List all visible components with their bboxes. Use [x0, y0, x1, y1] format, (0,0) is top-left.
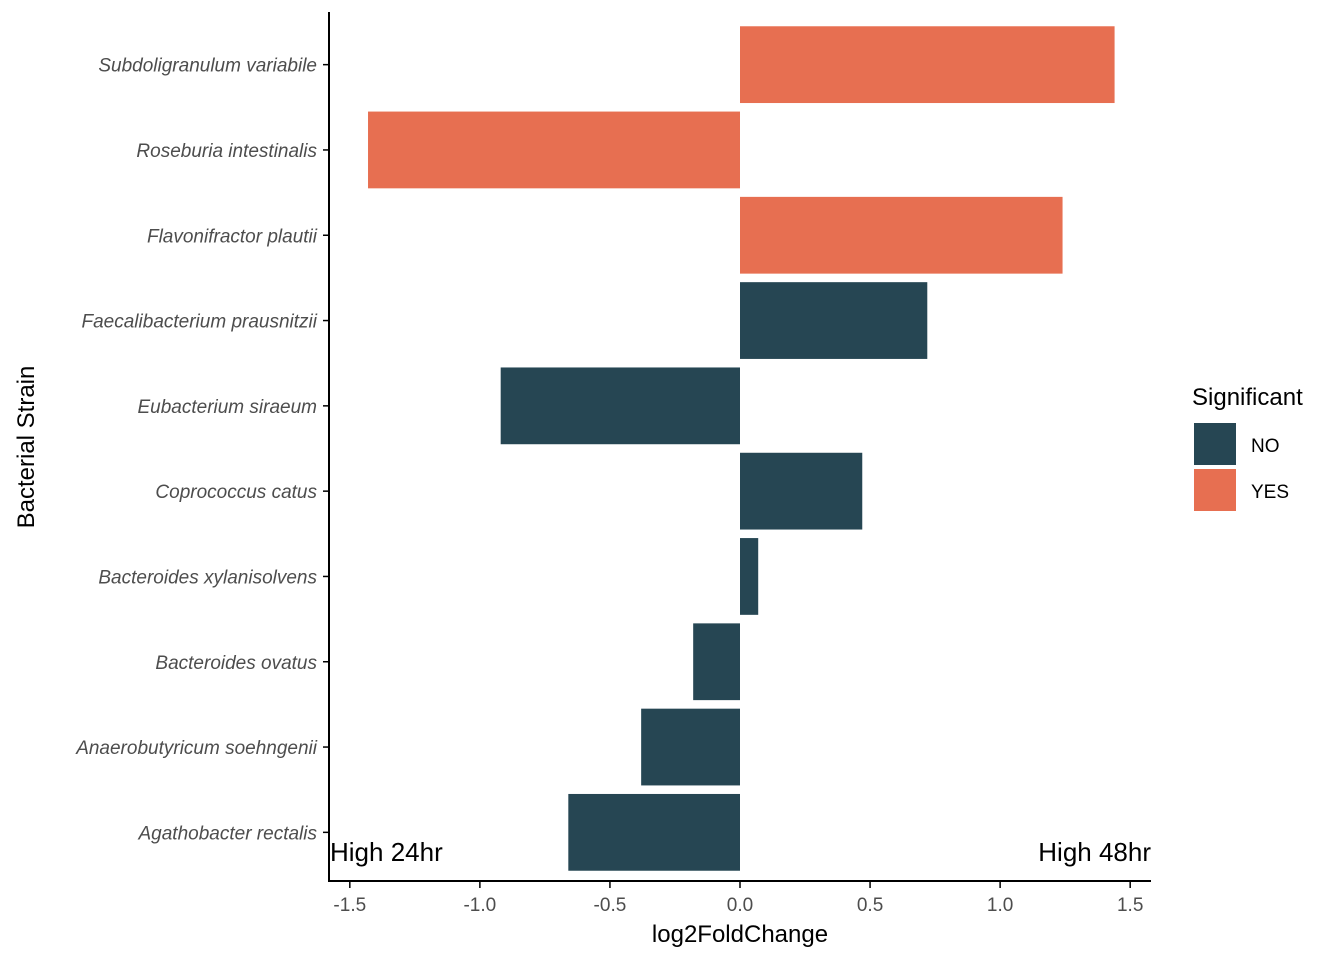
- bar-agathobacter-rectalis: [568, 793, 740, 871]
- bar-bacteroides-xylanisolvens: [740, 538, 759, 615]
- annotation-left: High 24hr: [330, 837, 443, 867]
- y-tick-label: Subdoligranulum variabile: [98, 56, 317, 77]
- x-tick-label: 1.5: [1117, 895, 1143, 916]
- x-tick-label: 0.5: [857, 895, 883, 916]
- y-tick-label: Bacteroides xylanisolvens: [98, 567, 317, 588]
- annotation-right: High 48hr: [1038, 837, 1151, 867]
- bar-coprococcus-catus: [740, 452, 863, 530]
- x-tick-label: -1.5: [333, 895, 366, 916]
- bar-eubacterium-siraeum: [500, 367, 740, 445]
- x-axis-title: log2FoldChange: [652, 921, 828, 948]
- y-tick-label: Flavonifractor plautii: [147, 226, 318, 247]
- y-axis-title: Bacterial Strain: [13, 366, 40, 529]
- y-tick-labels: Subdoligranulum variabile Roseburia intes…: [75, 56, 329, 844]
- legend-label-yes: YES: [1251, 482, 1289, 503]
- legend: Significant NO YES: [1192, 384, 1303, 511]
- bar-faecalibacterium-prausnitzii: [740, 282, 928, 359]
- y-tick-label: Eubacterium siraeum: [137, 397, 317, 418]
- x-tick-label: -0.5: [594, 895, 627, 916]
- x-ticks: -1.5 -1.0 -0.5 0.0 0.5 1.0 1.5: [333, 882, 1143, 916]
- x-tick-label: -1.0: [463, 895, 496, 916]
- y-tick-label: Faecalibacterium prausnitzii: [82, 312, 318, 333]
- legend-swatch-no: [1194, 423, 1236, 465]
- y-tick-label: Agathobacter rectalis: [138, 823, 318, 844]
- legend-label-no: NO: [1251, 436, 1280, 457]
- bar-flavonifractor-plautii: [740, 196, 1063, 274]
- bar-bacteroides-ovatus: [693, 623, 740, 701]
- y-tick-label: Anaerobutyricum soehngenii: [75, 738, 318, 759]
- bar-subdoligranulum-variabile: [740, 26, 1115, 104]
- x-tick-label: 0.0: [727, 895, 753, 916]
- y-tick-label: Roseburia intestinalis: [136, 141, 317, 162]
- y-tick-label: Bacteroides ovatus: [155, 653, 317, 674]
- x-tick-label: 1.0: [987, 895, 1013, 916]
- bar-roseburia-intestinalis: [368, 111, 740, 189]
- legend-swatch-yes: [1194, 469, 1236, 511]
- bars-layer: [368, 26, 1115, 871]
- bar-anaerobutyricum-soehngenii: [641, 708, 740, 786]
- y-tick-label: Coprococcus catus: [155, 482, 317, 503]
- legend-title: Significant: [1192, 384, 1303, 411]
